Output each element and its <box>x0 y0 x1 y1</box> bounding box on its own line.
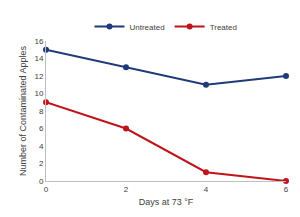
svg-text:14: 14 <box>34 54 43 63</box>
svg-text:Treated: Treated <box>210 23 237 32</box>
svg-text:4: 4 <box>39 142 44 151</box>
svg-text:6: 6 <box>284 185 289 194</box>
svg-text:0: 0 <box>39 177 44 186</box>
svg-text:10: 10 <box>34 89 43 98</box>
svg-text:12: 12 <box>34 72 43 81</box>
svg-text:Days at 73 °F: Days at 73 °F <box>139 197 194 207</box>
svg-text:Number of Contaminated Apples: Number of Contaminated Apples <box>18 45 28 176</box>
svg-text:0: 0 <box>44 185 49 194</box>
svg-text:Untreated: Untreated <box>130 23 165 32</box>
svg-text:6: 6 <box>39 124 44 133</box>
svg-text:8: 8 <box>39 107 44 116</box>
svg-text:16: 16 <box>34 37 43 46</box>
svg-text:2: 2 <box>39 159 44 168</box>
svg-text:4: 4 <box>204 185 209 194</box>
svg-text:2: 2 <box>124 185 129 194</box>
